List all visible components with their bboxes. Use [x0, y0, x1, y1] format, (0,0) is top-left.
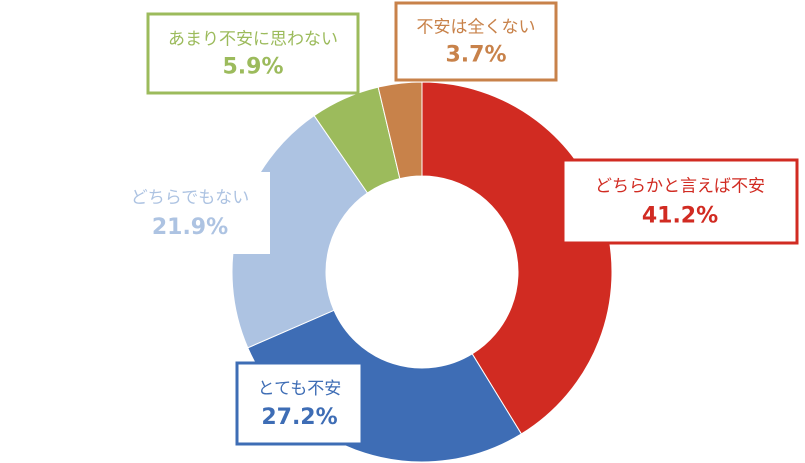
slice-value: 21.9% [152, 215, 228, 240]
label-box [110, 172, 270, 254]
label-box [394, 1, 558, 82]
slice-value: 5.9% [222, 55, 283, 80]
slice-name: 不安は全くない [417, 18, 536, 38]
slice-name: どちらかと言えば不安 [595, 177, 765, 197]
slice-name: どちらでもない [131, 188, 250, 208]
slice-name: とても不安 [258, 379, 342, 399]
slice [377, 81, 423, 180]
slice-value: 41.2% [642, 203, 718, 228]
slice-value: 27.2% [261, 405, 337, 430]
label-box [561, 158, 799, 245]
label-box [235, 361, 364, 446]
slice-value: 3.7% [445, 42, 506, 67]
slice-name: あまり不安に思わない [168, 29, 338, 49]
label-box [146, 12, 360, 95]
